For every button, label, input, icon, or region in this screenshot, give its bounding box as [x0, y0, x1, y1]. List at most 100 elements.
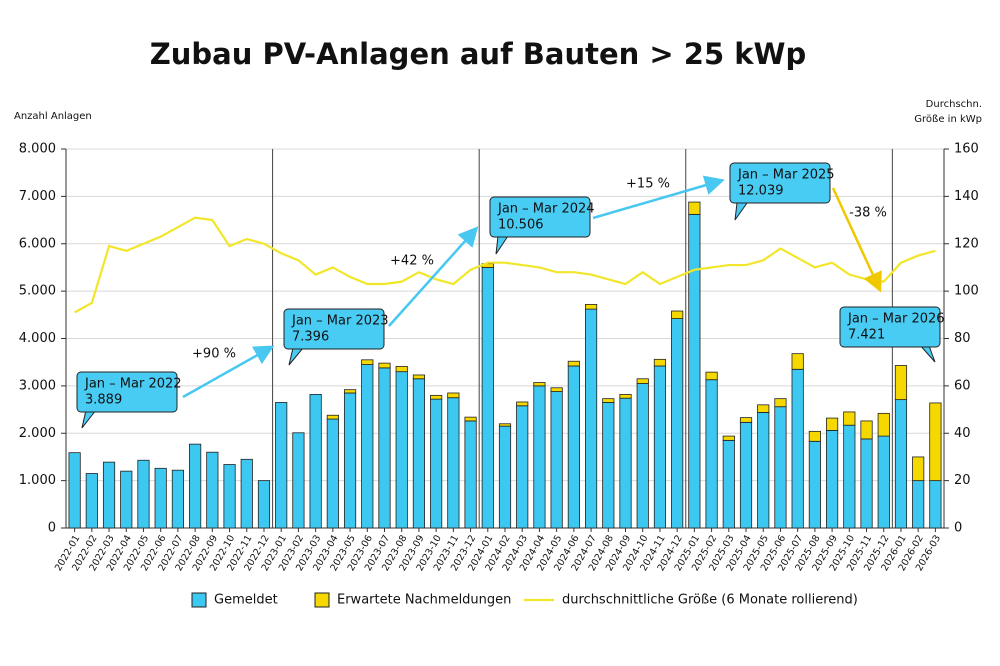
bar	[653, 365, 667, 529]
bar	[464, 420, 477, 529]
y-tick-label: 6.000	[19, 236, 56, 251]
callout-value: 10.506	[498, 218, 544, 233]
bar	[326, 414, 339, 420]
bar	[636, 378, 649, 384]
legend-label: Gemeldet	[214, 593, 278, 608]
legend-label: durchschnittliche Größe (6 Monate rollie…	[562, 593, 858, 608]
bar	[843, 424, 856, 529]
bar	[206, 451, 219, 529]
bar	[671, 318, 684, 529]
callout-title: Jan – Mar 2025	[737, 168, 835, 183]
bar	[826, 417, 839, 431]
callout-tail	[495, 235, 509, 255]
bar	[412, 374, 426, 380]
y-tick-label: 2.000	[19, 426, 56, 441]
bar	[137, 459, 150, 529]
bar	[636, 383, 649, 529]
bar	[929, 402, 942, 482]
change-label: +90 %	[192, 347, 236, 362]
bar	[739, 421, 753, 529]
bar	[430, 394, 443, 400]
callout-title: Jan – Mar 2023	[291, 314, 389, 329]
callout	[839, 306, 941, 348]
bar	[516, 401, 529, 407]
legend-swatch	[191, 592, 207, 608]
bar	[602, 398, 615, 403]
callout-title: Jan – Mar 2024	[497, 202, 595, 217]
bar	[361, 364, 374, 529]
bar	[430, 398, 443, 529]
callout-title: Jan – Mar 2022	[84, 377, 182, 392]
bar	[619, 397, 632, 529]
bar	[395, 366, 408, 373]
bar	[223, 464, 236, 529]
bar	[791, 368, 804, 529]
bar	[171, 469, 184, 529]
bar	[653, 358, 667, 367]
y2-tick-label: 100	[954, 284, 979, 299]
bar	[929, 480, 942, 529]
bar	[739, 417, 753, 423]
y2-tick-label: 140	[954, 189, 979, 204]
bar	[378, 362, 391, 369]
chart-title: Zubau PV-Anlagen auf Bauten > 25 kWp	[150, 37, 807, 71]
bar	[154, 467, 167, 529]
bar	[688, 201, 701, 215]
bar	[68, 452, 81, 529]
bar	[240, 458, 253, 529]
bar	[688, 213, 701, 529]
bar	[395, 371, 408, 529]
y2-axis-title: Durchschn.	[926, 99, 982, 110]
bar	[498, 425, 512, 529]
arrow	[592, 175, 725, 220]
y-tick-label: 3.000	[19, 378, 56, 393]
bar	[533, 385, 546, 529]
bar	[516, 405, 529, 529]
y-tick-label: 5.000	[19, 284, 56, 299]
bar	[550, 391, 563, 529]
callout	[729, 162, 831, 204]
callout-tail	[734, 202, 748, 221]
callout-tail	[81, 409, 98, 429]
y-tick-label: 0	[48, 521, 56, 536]
callout-value: 7.396	[292, 330, 329, 345]
bar	[722, 435, 735, 441]
bar	[860, 438, 873, 529]
callout-value: 7.421	[848, 328, 885, 343]
bar	[378, 367, 391, 529]
bar	[774, 406, 787, 529]
legend-swatch	[314, 592, 330, 608]
y2-tick-label: 0	[954, 521, 962, 536]
y2-tick-label: 120	[954, 236, 979, 251]
bar	[102, 461, 116, 529]
bar	[550, 387, 563, 392]
y2-tick-label: 80	[954, 331, 971, 346]
callout	[283, 308, 385, 350]
bar	[894, 399, 908, 529]
y2-tick-label: 40	[954, 426, 971, 441]
bar	[292, 432, 305, 529]
bar	[447, 392, 460, 399]
y2-tick-label: 20	[954, 473, 971, 488]
callout	[489, 196, 591, 238]
y2-tick-label: 60	[954, 378, 971, 393]
bar	[481, 267, 494, 529]
bar	[757, 412, 770, 529]
bar	[257, 480, 271, 529]
bar	[120, 470, 133, 529]
line	[74, 216, 936, 314]
change-label: +15 %	[626, 177, 670, 192]
bar	[567, 365, 580, 529]
bar	[343, 389, 357, 394]
y-axis-title: Anzahl Anlagen	[14, 111, 92, 122]
bar	[705, 379, 718, 529]
bar	[275, 402, 288, 529]
bar	[774, 398, 787, 408]
legend-label: Erwartete Nachmeldungen	[337, 593, 511, 608]
y-tick-label: 7.000	[19, 189, 56, 204]
bar	[584, 303, 598, 310]
bar	[877, 435, 890, 529]
y2-tick-label: 160	[954, 142, 979, 157]
bar	[808, 430, 821, 442]
change-label: +42 %	[390, 254, 434, 269]
